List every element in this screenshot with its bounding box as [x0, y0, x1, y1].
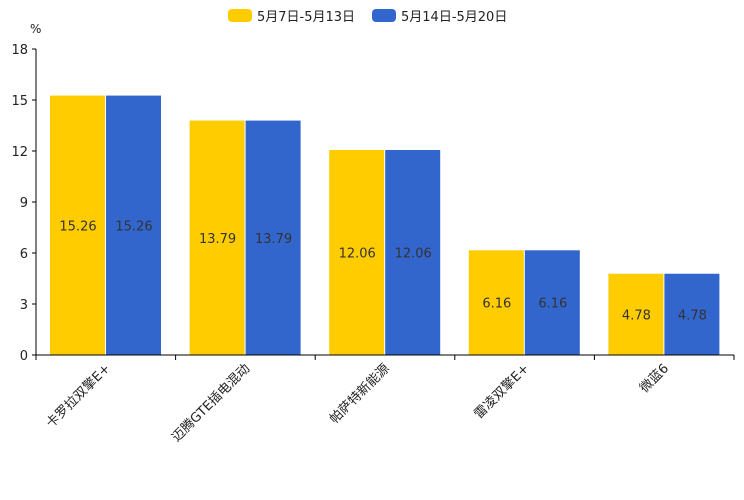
data-label: 13.79: [199, 232, 236, 247]
data-label: 12.06: [339, 246, 376, 261]
bar: [468, 250, 524, 355]
x-tick-label: 微蓝6: [637, 361, 672, 396]
bar: [245, 120, 301, 355]
legend: 5月7日-5月13日 5月14日-5月20日: [228, 9, 507, 25]
data-label: 4.78: [678, 308, 707, 323]
data-label: 13.79: [255, 232, 292, 247]
bar: [189, 120, 245, 355]
y-tick-label: 15: [11, 94, 28, 109]
bar: [385, 149, 441, 355]
bars: 15.26 15.26 13.79 13.79 12.06 12.06 6.16 6.16 4.…: [50, 95, 720, 355]
bar: [608, 273, 664, 355]
y-tick-label: 6: [20, 247, 28, 262]
data-label: 15.26: [59, 219, 96, 234]
bar: [106, 95, 161, 355]
data-label: 15.26: [115, 219, 152, 234]
legend-swatch: [228, 9, 252, 22]
x-tick-label: 雷凌双擎E+: [472, 361, 533, 422]
y-tick-label: 12: [11, 145, 28, 160]
data-label: 4.78: [622, 308, 651, 323]
bar: [50, 95, 105, 355]
legend-label: 5月7日-5月13日: [257, 10, 355, 25]
legend-swatch: [372, 9, 396, 22]
y-axis: 0 3 6 9 12 15 18: [11, 43, 37, 364]
legend-label: 5月14日-5月20日: [401, 10, 507, 25]
x-axis: 卡罗拉双擎E+ 迈腾GTE插电混动 帕萨特新能源 雷凌双擎E+ 微蓝6: [35, 354, 735, 446]
data-label: 6.16: [538, 297, 567, 312]
y-tick-label: 18: [11, 43, 28, 58]
y-tick-label: 3: [20, 298, 28, 313]
data-label: 12.06: [395, 246, 432, 261]
bar: [664, 273, 720, 355]
bar: [329, 149, 385, 355]
y-tick-label: 9: [20, 196, 28, 211]
x-tick-label: 卡罗拉双擎E+: [44, 361, 114, 431]
x-tick-label: 迈腾GTE插电混动: [169, 361, 254, 446]
y-axis-unit: %: [30, 22, 41, 36]
y-tick-label: 0: [20, 349, 28, 364]
bar: [524, 250, 580, 355]
data-label: 6.16: [482, 297, 511, 312]
x-tick-label: 帕萨特新能源: [326, 361, 392, 427]
